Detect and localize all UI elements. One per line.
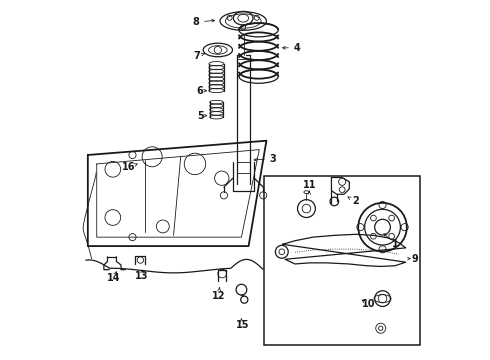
Text: 5: 5 (197, 111, 204, 121)
Bar (264, 176, 420, 345)
Text: 6: 6 (196, 86, 203, 96)
Text: 12: 12 (212, 291, 225, 301)
Text: 2: 2 (352, 197, 359, 206)
Text: 8: 8 (193, 17, 199, 27)
Text: 4: 4 (294, 43, 300, 53)
Text: 15: 15 (236, 320, 249, 330)
Text: 3: 3 (270, 154, 276, 163)
Text: 16: 16 (122, 162, 136, 172)
Text: 7: 7 (194, 51, 200, 61)
Text: 1: 1 (392, 239, 398, 249)
Text: 13: 13 (135, 271, 148, 282)
Text: 11: 11 (302, 180, 316, 190)
Text: 14: 14 (107, 273, 120, 283)
Text: 9: 9 (411, 253, 418, 264)
Text: 10: 10 (362, 299, 375, 309)
